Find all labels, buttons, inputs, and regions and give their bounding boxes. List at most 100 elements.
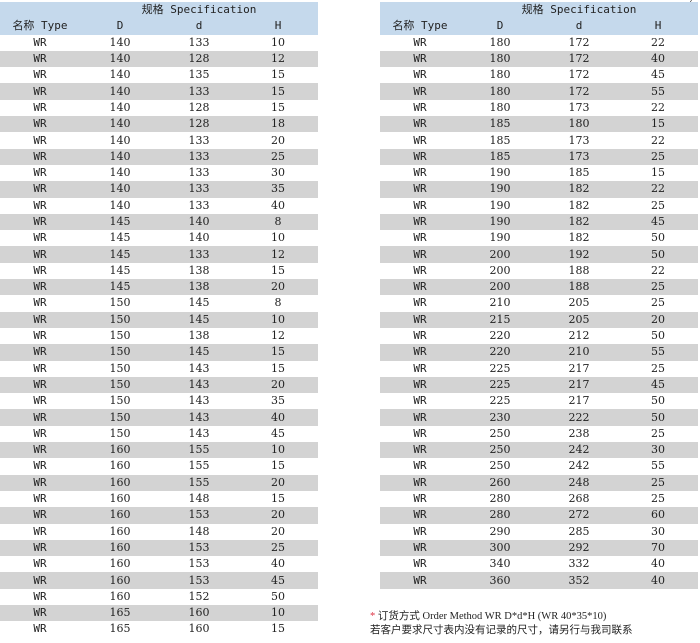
type-cell: WR [0, 34, 80, 51]
H-cell: 55 [618, 458, 699, 475]
d-cell: 217 [540, 393, 618, 410]
D-cell: 140 [80, 148, 160, 165]
d-cell: 143 [160, 376, 238, 394]
type-cell: WR [0, 67, 80, 84]
order-method-line: * 订货方式 Order Method WR D*d*H (WR 40*35*1… [370, 610, 700, 624]
table-row: WR 225 217 50 [380, 393, 699, 410]
type-cell: WR [0, 116, 80, 133]
d-cell: 143 [160, 360, 238, 377]
H-cell: 15 [238, 621, 319, 638]
type-cell: WR [0, 213, 80, 231]
H-cell: 40 [618, 572, 699, 589]
type-cell: WR [0, 83, 80, 100]
D-cell: 140 [80, 34, 160, 51]
type-cell: WR [0, 507, 80, 524]
H-cell: 25 [618, 148, 699, 165]
type-cell: WR [380, 409, 460, 426]
H-cell: 25 [238, 539, 319, 557]
d-cell: 145 [160, 295, 238, 312]
D-cell: 165 [80, 621, 160, 638]
type-cell: WR [380, 132, 460, 149]
type-cell: WR [380, 50, 460, 68]
type-cell: WR [380, 246, 460, 263]
D-cell: 145 [80, 213, 160, 231]
d-cell: 222 [540, 409, 618, 426]
H-cell: 8 [238, 295, 319, 312]
table-row: WR 160 153 45 [0, 572, 319, 589]
table-row: WR 190 185 15 [380, 164, 699, 182]
d-cell: 173 [540, 99, 618, 117]
D-cell: 200 [460, 262, 540, 280]
table-row: WR 200 188 25 [380, 279, 699, 296]
d-cell: 128 [160, 99, 238, 117]
H-cell: 22 [618, 34, 699, 51]
d-cell: 135 [160, 67, 238, 84]
col-d-header: d [160, 18, 238, 35]
D-cell: 185 [460, 132, 540, 149]
d-cell: 192 [540, 246, 618, 263]
D-cell: 190 [460, 213, 540, 231]
D-cell: 200 [460, 279, 540, 296]
H-cell: 50 [618, 230, 699, 247]
d-cell: 217 [540, 360, 618, 377]
D-cell: 260 [460, 474, 540, 491]
table-row: WR 180 173 22 [380, 99, 699, 117]
D-cell: 190 [460, 181, 540, 198]
D-cell: 190 [460, 230, 540, 247]
col-D-header: D [460, 18, 540, 35]
H-cell: 15 [238, 262, 319, 280]
D-cell: 160 [80, 556, 160, 573]
D-cell: 160 [80, 458, 160, 475]
d-cell: 182 [540, 213, 618, 231]
table-row: WR 150 138 12 [0, 327, 319, 345]
H-cell: 45 [238, 425, 319, 443]
D-cell: 140 [80, 181, 160, 198]
D-cell: 360 [460, 572, 540, 589]
table-row: WR 150 143 45 [0, 425, 319, 443]
H-cell: 22 [618, 99, 699, 117]
D-cell: 225 [460, 376, 540, 394]
header-blank [380, 2, 460, 19]
table-row: WR 150 145 15 [0, 344, 319, 361]
table-row: WR 160 153 40 [0, 556, 319, 573]
H-cell: 25 [618, 425, 699, 443]
table-row: WR 140 135 15 [0, 67, 319, 84]
D-cell: 140 [80, 50, 160, 68]
D-cell: 145 [80, 230, 160, 247]
table-row: WR 140 128 12 [0, 50, 319, 68]
d-cell: 182 [540, 230, 618, 247]
H-cell: 50 [238, 588, 319, 605]
type-cell: WR [0, 556, 80, 573]
d-cell: 182 [540, 197, 618, 214]
D-cell: 145 [80, 279, 160, 296]
table-row: WR 145 140 10 [0, 230, 319, 247]
table-row: WR 180 172 40 [380, 50, 699, 68]
d-cell: 152 [160, 588, 238, 605]
H-cell: 40 [618, 556, 699, 573]
H-cell: 15 [238, 83, 319, 100]
d-cell: 133 [160, 34, 238, 51]
table-row: WR 180 172 22 [380, 34, 699, 51]
type-cell: WR [0, 295, 80, 312]
order-method-text: 订货方式 Order Method WR D*d*H (WR 40*35*10) [377, 611, 607, 622]
H-cell: 40 [238, 197, 319, 214]
D-cell: 150 [80, 360, 160, 377]
table-row: WR 145 140 8 [0, 213, 319, 231]
D-cell: 190 [460, 164, 540, 182]
type-cell: WR [380, 327, 460, 345]
table-row: WR 180 172 45 [380, 67, 699, 84]
table-row: WR 160 155 10 [0, 442, 319, 459]
table-row: WR 225 217 25 [380, 360, 699, 377]
d-cell: 172 [540, 67, 618, 84]
type-cell: WR [0, 539, 80, 557]
col-D-header: D [80, 18, 160, 35]
type-cell: WR [380, 213, 460, 231]
type-cell: WR [0, 246, 80, 263]
type-cell: WR [380, 474, 460, 491]
custom-size-line: 若客户要求尺寸表内没有记录的尺寸，请另行与我司联系 [370, 625, 633, 636]
H-cell: 20 [238, 279, 319, 296]
table-row: WR 200 192 50 [380, 246, 699, 263]
d-cell: 248 [540, 474, 618, 491]
D-cell: 225 [460, 393, 540, 410]
type-header: 名称 Type [380, 18, 460, 35]
